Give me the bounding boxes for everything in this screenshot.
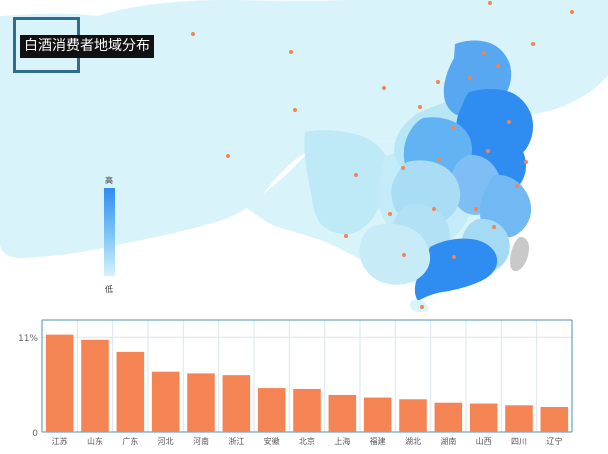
bar	[505, 405, 533, 432]
bar	[151, 371, 180, 432]
chart-title: 白酒消费者地域分布	[20, 35, 154, 58]
bar	[45, 334, 74, 432]
map-dot	[507, 120, 511, 124]
map-dot	[293, 108, 297, 112]
map-dot	[474, 207, 478, 211]
bar	[434, 402, 463, 432]
bar	[540, 407, 569, 432]
map-dot	[388, 212, 392, 216]
x-tick-label: 广东	[122, 436, 138, 446]
x-tick-label: 山西	[476, 436, 492, 446]
map-dot	[226, 154, 230, 158]
map-dot	[402, 253, 406, 257]
map-dot	[191, 32, 195, 36]
map-dot	[382, 86, 386, 90]
x-tick-label: 江苏	[52, 436, 68, 446]
bar	[293, 388, 321, 432]
map-dot	[488, 1, 492, 5]
map-region-guangdong	[414, 238, 498, 301]
map-dot	[401, 166, 405, 170]
x-tick-label: 山东	[87, 436, 103, 446]
map-dot	[496, 64, 500, 68]
map-dot	[524, 160, 528, 164]
x-tick-label: 河南	[193, 436, 209, 446]
x-tick-label: 河北	[158, 436, 174, 446]
map-dot	[482, 51, 486, 55]
bar	[328, 394, 357, 432]
legend-high-label: 高	[105, 176, 113, 185]
map-dot	[531, 42, 535, 46]
china-map	[0, 0, 608, 312]
bar-chart: 0 11% 江苏 山东 广东 河北 河南 浙江 安徽 北京 上海 福建 湖北 湖南 山西 四川 辽宁	[0, 312, 608, 454]
x-tick-label: 四川	[511, 437, 527, 446]
map-dot	[451, 126, 455, 130]
x-tick-label: 湖南	[440, 436, 456, 446]
map-dot	[468, 76, 472, 80]
y-tick-label: 11%	[18, 334, 38, 344]
map-region-hainan	[410, 299, 429, 312]
map-dot	[344, 234, 348, 238]
map-dot	[486, 149, 490, 153]
x-tick-label: 辽宁	[546, 436, 562, 446]
x-tick-label: 浙江	[228, 436, 244, 446]
map-dot	[570, 10, 574, 14]
x-tick-label: 安徽	[264, 436, 280, 446]
map-dot	[354, 173, 358, 177]
bar	[116, 351, 145, 432]
x-tick-label: 湖北	[405, 437, 421, 446]
map-dot	[289, 50, 293, 54]
map-dot	[420, 305, 424, 309]
x-tick-label: 北京	[299, 436, 315, 446]
map-dots	[191, 1, 574, 309]
map-dot	[515, 184, 519, 188]
legend-low-label: 低	[105, 285, 113, 294]
bar	[363, 397, 392, 432]
x-tick-label: 福建	[370, 436, 386, 446]
map-dot	[436, 80, 440, 84]
legend-gradient-bar	[104, 188, 115, 276]
map-region-guangxi	[359, 223, 431, 285]
y-tick-label: 0	[32, 429, 38, 439]
bar	[257, 388, 286, 432]
map-dot	[432, 207, 436, 211]
bar	[222, 375, 251, 432]
bar	[469, 403, 498, 432]
map-dot	[418, 105, 422, 109]
map-dot	[452, 255, 456, 259]
x-tick-label: 上海	[334, 436, 350, 446]
map-dot	[492, 225, 496, 229]
map-region-taiwan	[510, 236, 529, 272]
bar	[81, 339, 109, 432]
map-dot	[438, 157, 442, 161]
bar	[399, 399, 427, 432]
map-region-sichuan	[304, 130, 388, 235]
bar	[187, 373, 215, 432]
